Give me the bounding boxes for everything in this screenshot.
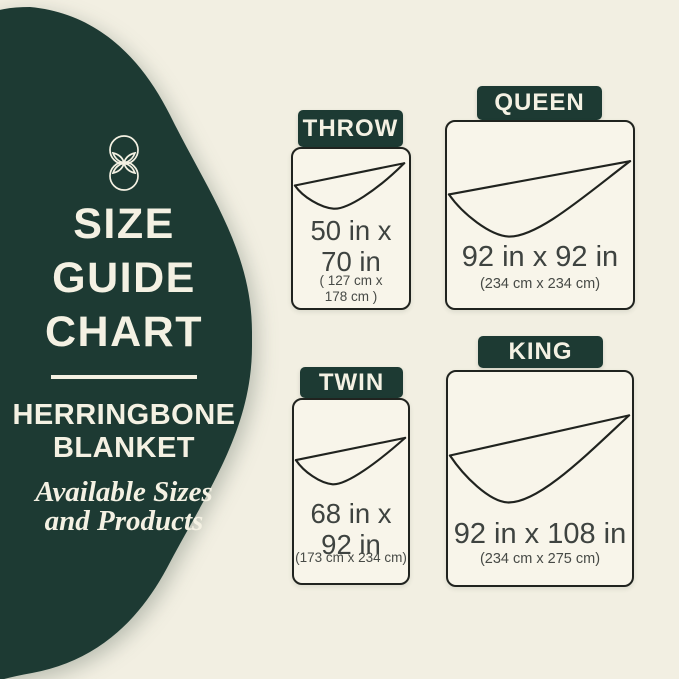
product-name: HERRINGBONE BLANKET [0,399,248,465]
size-inches: 68 in x 92 in [310,498,392,560]
blanket-drape-icon [294,436,407,486]
size-card-king: 92 in x 108 in (234 cm x 275 cm) [446,370,634,587]
blanket-drape-icon [448,414,631,504]
size-label-king: KING [478,336,603,368]
size-centimeters: (234 cm x 275 cm) [479,551,601,567]
page-title: SIZE GUIDE CHART [0,197,248,359]
tagline: Available Sizes and Products [0,478,248,536]
size-centimeters: (234 cm x 234 cm) [479,276,601,292]
size-centimeters: ( 127 cm x 178 cm ) [319,273,383,304]
title-line: GUIDE [52,254,196,302]
title-line: CHART [45,308,203,356]
size-inches: 92 in x 92 in [461,241,619,273]
blanket-drape-icon [293,162,406,210]
product-name-line: HERRINGBONE [12,399,236,431]
size-card-throw: 50 in x 70 in ( 127 cm x 178 cm ) [291,147,411,310]
double-blossom-logo-icon [0,133,248,195]
size-card-twin: 68 in x 92 in (173 cm x 234 cm) [292,398,410,585]
size-label-throw: THROW [298,110,403,147]
brand-panel: SIZE GUIDE CHART HERRINGBONE BLANKET Ava… [0,0,248,679]
product-name-line: BLANKET [52,432,196,464]
blanket-drape-icon [447,160,632,238]
size-label-queen: QUEEN [477,86,602,120]
size-label-twin: TWIN [300,367,403,398]
size-centimeters: (173 cm x 234 cm) [295,550,407,565]
title-line: SIZE [73,200,175,248]
size-inches: 50 in x 70 in [310,215,392,277]
size-inches: 92 in x 108 in [453,518,627,550]
tagline-line: Available Sizes [35,476,213,508]
title-divider [51,375,197,379]
tagline-line: and Products [44,505,204,537]
size-card-queen: 92 in x 92 in (234 cm x 234 cm) [445,120,635,310]
